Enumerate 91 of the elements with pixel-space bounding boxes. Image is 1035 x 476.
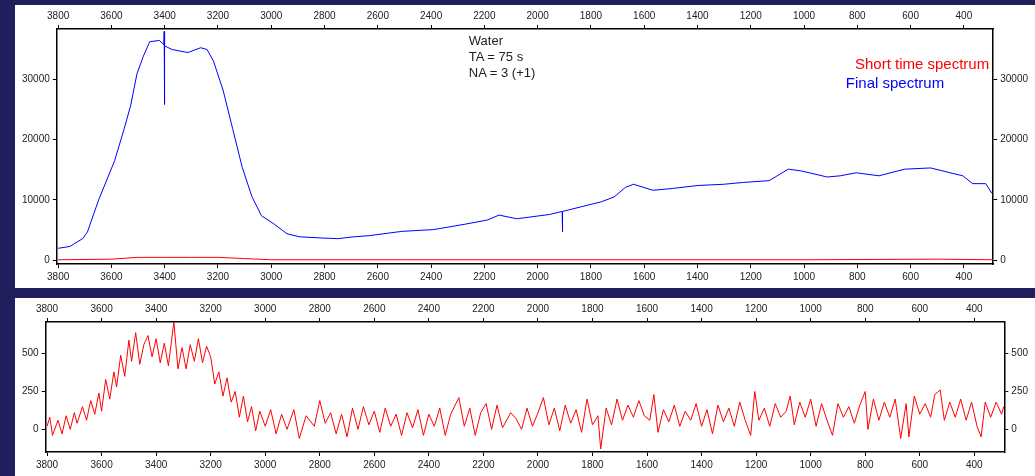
x2-tick-label: 2600	[363, 302, 386, 314]
x2-tick-label: 3800	[35, 302, 59, 314]
x2-tick-label: 2800	[308, 302, 332, 314]
x2-tick-label: 800	[848, 9, 867, 21]
x2-tick-label: 3400	[153, 9, 177, 21]
x2-tick-label: 800	[856, 302, 874, 314]
x-tick-label: 2600	[366, 270, 390, 282]
x-tick-label: 2200	[473, 270, 496, 282]
y-tick-label: 250	[22, 385, 40, 397]
x-tick-label: 3400	[145, 458, 168, 470]
x-tick-label: 1400	[686, 270, 710, 282]
x2-tick-label: 1600	[635, 302, 659, 314]
x2-tick-label: 2800	[313, 9, 337, 21]
x2-tick-label: 400	[965, 302, 984, 314]
x-tick-label: 400	[965, 458, 984, 470]
x2-tick-label: 3000	[260, 9, 283, 21]
x-tick-label: 1000	[792, 270, 816, 282]
x-tick-label: 3600	[90, 458, 114, 470]
x2-tick-label: 2000	[526, 302, 550, 314]
x-tick-label: 2400	[419, 270, 443, 282]
x2-tick-label: 3600	[100, 9, 123, 21]
y-tick-label: 500	[22, 347, 40, 359]
x-tick-label: 800	[848, 270, 867, 282]
x-tick-label: 3200	[199, 458, 223, 470]
y2-tick-label: 20000	[1000, 133, 1029, 145]
x-tick-label: 1400	[690, 458, 714, 470]
x-tick-label: 2800	[308, 458, 332, 470]
x2-tick-label: 600	[911, 302, 929, 314]
x2-tick-label: 2000	[526, 9, 550, 21]
x2-tick-label: 600	[902, 9, 920, 21]
x2-tick-label: 2600	[366, 9, 390, 21]
x2-tick-label: 3400	[145, 302, 168, 314]
y2-tick-label: 0	[1011, 423, 1018, 435]
annotation: TA = 75 s	[468, 49, 524, 65]
x-tick-label: 1600	[633, 270, 656, 282]
x-tick-label: 1000	[799, 458, 823, 470]
x-tick-label: 2800	[313, 270, 337, 282]
x2-tick-label: 1800	[579, 9, 603, 21]
y2-tick-label: 0	[1000, 254, 1007, 266]
x2-tick-label: 2400	[419, 9, 443, 21]
x-tick-label: 400	[955, 270, 973, 282]
x-tick-label: 1800	[579, 270, 603, 282]
x-tick-label: 3800	[47, 270, 70, 282]
y-tick-label: 20000	[22, 133, 51, 145]
x-tick-label: 800	[856, 458, 874, 470]
x2-tick-label: 400	[955, 9, 973, 21]
x2-tick-label: 1400	[690, 302, 714, 314]
y2-tick-label: 30000	[1000, 72, 1029, 84]
annotation: NA = 3 (+1)	[468, 65, 536, 81]
x2-tick-label: 2400	[417, 302, 441, 314]
x2-tick-label: 3200	[199, 302, 223, 314]
x-tick-label: 3000	[260, 270, 283, 282]
x2-tick-label: 1200	[745, 302, 768, 314]
x2-tick-label: 1200	[739, 9, 763, 21]
x-tick-label: 600	[911, 458, 929, 470]
x-tick-label: 3600	[100, 270, 123, 282]
x2-tick-label: 1000	[799, 302, 823, 314]
x-tick-label: 1200	[739, 270, 763, 282]
x-tick-label: 1200	[745, 458, 768, 470]
x2-tick-label: 3000	[254, 302, 277, 314]
y2-tick-label: 10000	[1000, 193, 1029, 205]
y-tick-label: 0	[44, 254, 51, 266]
annotation: Water	[468, 33, 504, 49]
x-tick-label: 3000	[254, 458, 277, 470]
x-tick-label: 2000	[526, 270, 550, 282]
y-tick-label: 10000	[22, 193, 51, 205]
x2-tick-label: 1000	[792, 9, 816, 21]
x2-tick-label: 1400	[686, 9, 710, 21]
y-tick-label: 0	[33, 423, 40, 435]
x-tick-label: 1600	[635, 458, 659, 470]
x2-tick-label: 3800	[47, 9, 70, 21]
x-tick-label: 600	[902, 270, 920, 282]
x2-tick-label: 2200	[472, 302, 495, 314]
x-tick-label: 3800	[35, 458, 59, 470]
y2-tick-label: 250	[1011, 385, 1029, 397]
x2-tick-label: 2200	[473, 9, 496, 21]
x2-tick-label: 3200	[206, 9, 230, 21]
x-tick-label: 2000	[526, 458, 550, 470]
x-tick-label: 3200	[206, 270, 230, 282]
y-tick-label: 30000	[22, 72, 51, 84]
text: Short time spectrum	[854, 54, 990, 72]
x2-tick-label: 1800	[581, 302, 605, 314]
x-tick-label: 2400	[417, 458, 441, 470]
y2-tick-label: 500	[1011, 347, 1029, 359]
x-tick-label: 3400	[153, 270, 177, 282]
x2-tick-label: 1600	[633, 9, 656, 21]
x-tick-label: 1800	[581, 458, 605, 470]
x-tick-label: 2200	[472, 458, 495, 470]
x-tick-label: 2600	[363, 458, 386, 470]
x2-tick-label: 3600	[90, 302, 114, 314]
text: Final spectrum	[845, 73, 945, 91]
